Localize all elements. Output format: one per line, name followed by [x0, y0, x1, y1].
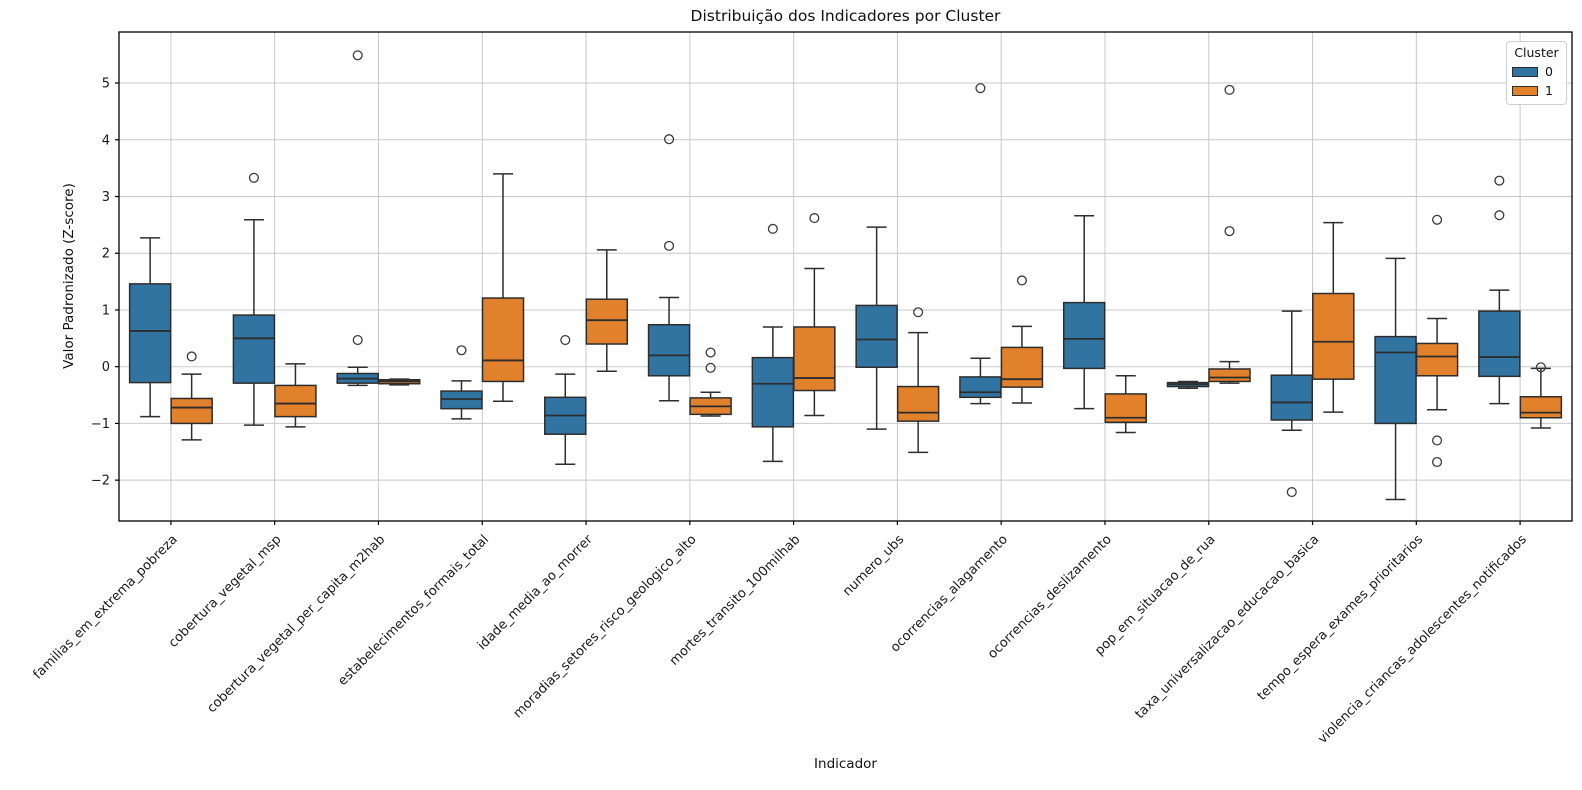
box-cluster-1-ocorrencias_alagamento — [1000, 346, 1044, 388]
outlier-cluster-1-pop_em_situacao_de_rua — [1224, 226, 1235, 237]
y-tick-label: 4 — [102, 133, 110, 148]
x-tick-label-numero_ubs: numero_ubs — [840, 532, 907, 599]
box-cluster-0-cobertura_vegetal_msp — [232, 314, 276, 384]
box-cluster-1-estabelecimentos_formais_total — [481, 297, 525, 383]
outlier-cluster-0-ocorrencias_alagamento — [975, 83, 986, 94]
box-cluster-0-numero_ubs — [855, 304, 898, 369]
outlier-cluster-0-cobertura_vegetal_per_capita_m2hab — [352, 50, 363, 61]
y-tick-label: 1 — [102, 303, 110, 318]
box-cluster-1-idade_media_ao_morrer — [585, 298, 629, 345]
box-cluster-1-cobertura_vegetal_msp — [274, 384, 317, 418]
outlier-cluster-1-tempo_espera_exames_prioritarios — [1432, 435, 1443, 446]
y-tick-label: −1 — [91, 417, 110, 432]
x-axis-label: Indicador — [814, 756, 877, 772]
box-cluster-1-mortes_transito_100milhab — [793, 326, 836, 392]
x-tick-label-moradias_setores_risco_geologico_alto: moradias_setores_risco_geologico_alto — [511, 532, 700, 721]
x-tick-label-idade_media_ao_morrer: idade_media_ao_morrer — [475, 532, 596, 653]
x-tick-label-violencia_criancas_adolescentes_notificados: violencia_criancas_adolescentes_notifica… — [1315, 532, 1530, 747]
outlier-cluster-1-tempo_espera_exames_prioritarios — [1432, 456, 1443, 468]
x-tick-label-pop_em_situacao_de_rua: pop_em_situacao_de_rua — [1092, 532, 1218, 658]
x-tick-label-ocorrencias_deslizamento: ocorrencias_deslizamento — [985, 532, 1115, 662]
box-cluster-1-tempo_espera_exames_prioritarios — [1415, 342, 1459, 377]
x-tick-label-ocorrencias_alagamento: ocorrencias_alagamento — [888, 532, 1011, 655]
outlier-cluster-1-familias_em_extrema_pobreza — [186, 351, 197, 362]
outlier-cluster-1-pop_em_situacao_de_rua — [1224, 84, 1235, 95]
axes-frame — [118, 31, 1573, 522]
legend-swatch-cluster-1 — [1512, 85, 1538, 96]
outlier-cluster-1-tempo_espera_exames_prioritarios — [1432, 214, 1443, 225]
chart-title: Distribuição dos Indicadores por Cluster — [690, 7, 1001, 25]
outlier-cluster-0-idade_media_ao_morrer — [560, 334, 571, 346]
y-tick-label: 5 — [102, 77, 110, 92]
legend-label-cluster-0: 0 — [1545, 64, 1553, 79]
outlier-cluster-1-numero_ubs — [913, 307, 924, 318]
box-cluster-0-ocorrencias_alagamento — [959, 376, 1002, 399]
outlier-cluster-1-mortes_transito_100milhab — [809, 213, 820, 224]
outlier-cluster-0-mortes_transito_100milhab — [767, 223, 778, 234]
x-tick-label-familias_em_extrema_pobreza: familias_em_extrema_pobreza — [30, 532, 180, 682]
outlier-cluster-0-estabelecimentos_formais_total — [456, 345, 467, 356]
box-cluster-1-familias_em_extrema_pobreza — [170, 397, 213, 425]
legend-title: Cluster — [1514, 45, 1559, 60]
outlier-cluster-1-ocorrencias_alagamento — [1016, 275, 1027, 286]
y-tick-label: −2 — [91, 474, 110, 489]
legend-swatch-cluster-0 — [1512, 66, 1538, 77]
outlier-cluster-0-taxa_universalizacao_educacao_basica — [1286, 487, 1297, 498]
outlier-cluster-0-violencia_criancas_adolescentes_notificados — [1494, 175, 1505, 186]
box-cluster-0-tempo_espera_exames_prioritarios — [1374, 335, 1417, 425]
legend-label-cluster-1: 1 — [1545, 83, 1553, 98]
outlier-cluster-1-moradias_setores_risco_geologico_alto — [705, 362, 716, 373]
outlier-cluster-0-cobertura_vegetal_msp — [248, 172, 259, 183]
y-tick-label: 2 — [102, 247, 110, 262]
outlier-cluster-1-moradias_setores_risco_geologico_alto — [705, 347, 716, 358]
box-cluster-1-numero_ubs — [896, 385, 940, 422]
y-tick-label: 0 — [102, 360, 110, 375]
x-tick-label-cobertura_vegetal_msp: cobertura_vegetal_msp — [166, 532, 285, 651]
outlier-cluster-0-violencia_criancas_adolescentes_notificados — [1494, 210, 1505, 221]
legend: Cluster 0 1 — [1506, 41, 1567, 105]
box-cluster-0-mortes_transito_100milhab — [751, 356, 795, 428]
x-tick-label-cobertura_vegetal_per_capita_m2hab: cobertura_vegetal_per_capita_m2hab — [204, 532, 388, 716]
outlier-cluster-1-violencia_criancas_adolescentes_notificados — [1535, 362, 1546, 373]
outlier-cluster-0-moradias_setores_risco_geologico_alto — [664, 240, 675, 251]
box-cluster-0-familias_em_extrema_pobreza — [128, 283, 172, 384]
legend-entry-cluster-0: 0 — [1512, 64, 1561, 79]
legend-entry-cluster-1: 1 — [1512, 83, 1561, 98]
box-cluster-1-violencia_criancas_adolescentes_notificados — [1519, 396, 1563, 419]
x-tick-label-taxa_universalizacao_educacao_basica: taxa_universalizacao_educacao_basica — [1132, 532, 1322, 722]
box-cluster-0-violencia_criancas_adolescentes_notificados — [1478, 310, 1521, 378]
box-cluster-1-taxa_universalizacao_educacao_basica — [1312, 292, 1355, 380]
box-cluster-0-taxa_universalizacao_educacao_basica — [1270, 374, 1314, 421]
outlier-cluster-0-moradias_setores_risco_geologico_alto — [664, 134, 675, 145]
outlier-cluster-0-cobertura_vegetal_per_capita_m2hab — [352, 334, 363, 346]
box-cluster-0-moradias_setores_risco_geologico_alto — [647, 323, 691, 377]
y-tick-label: 3 — [102, 190, 110, 205]
box-cluster-0-ocorrencias_deslizamento — [1062, 301, 1106, 370]
box-cluster-1-pop_em_situacao_de_rua — [1208, 368, 1251, 383]
x-tick-label-tempo_espera_exames_prioritarios: tempo_espera_exames_prioritarios — [1255, 532, 1427, 704]
